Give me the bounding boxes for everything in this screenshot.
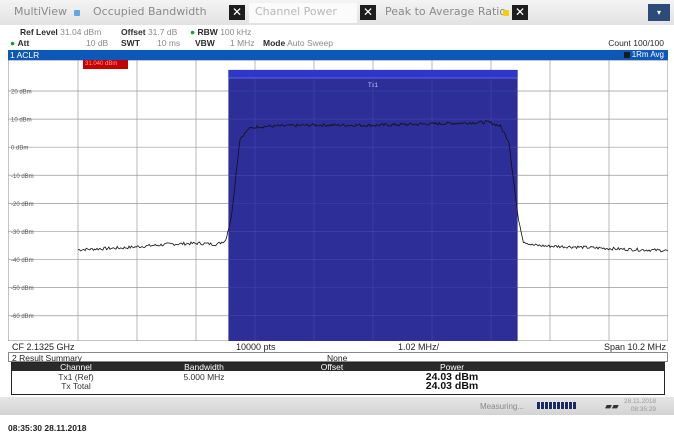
offset-label: Offset xyxy=(121,27,146,37)
sweep-count: Count 100/100 xyxy=(608,38,664,48)
result-summary-status: None xyxy=(327,353,348,363)
window-title-bar[interactable]: 1 ACLR 1Rm Avg xyxy=(8,50,668,60)
ref-level-marker[interactable]: 31.040 dBm xyxy=(83,60,128,69)
screenshot-timestamp: 08:35:30 28.11.2018 xyxy=(8,423,87,433)
y-tick-label: -10 dBm xyxy=(11,174,34,180)
att-label: Att xyxy=(17,38,30,48)
span: Span 10.2 MHz xyxy=(603,342,666,352)
result-summary-table: Channel Bandwidth Offset Power Tx1 (Ref)… xyxy=(11,362,665,395)
status-datetime: 28.11.2018 08:35:29 xyxy=(624,398,656,414)
y-tick-label: -30 dBm xyxy=(11,230,34,236)
trace-line xyxy=(77,120,668,253)
vbw-setting: VBW xyxy=(195,38,215,48)
status-date: 28.11.2018 xyxy=(624,398,657,405)
span-per-division: 1.02 MHz/ xyxy=(398,342,440,352)
trace xyxy=(77,120,668,253)
row-1-power: 24.03 dBm xyxy=(425,371,479,383)
y-tick-label: -20 dBm xyxy=(11,202,34,208)
trace-label: 1Rm Avg xyxy=(623,50,664,59)
mode-value: Auto Sweep xyxy=(287,38,333,48)
tab-channel-power-bg xyxy=(249,3,357,23)
tab-channel-power[interactable]: Channel Power xyxy=(255,5,337,18)
swt-setting: SWT xyxy=(121,38,140,48)
mode-setting: Mode Auto Sweep xyxy=(263,38,333,48)
rbw-value: 100 kHz xyxy=(220,27,252,37)
header-power: Power xyxy=(396,363,508,371)
status-bar: Measuring... ▰▰ 28.11.2018 08:35:29 xyxy=(0,397,674,415)
y-tick-label: -50 dBm xyxy=(11,286,34,292)
header-blank xyxy=(508,363,665,371)
att-dot-icon: ● xyxy=(10,38,16,48)
swt-label: SWT xyxy=(121,38,140,48)
close-channel-power-icon[interactable]: ✕ xyxy=(360,5,376,20)
y-tick-label: -40 dBm xyxy=(11,258,34,264)
multiview-indicator-icon xyxy=(74,10,80,16)
mode-label: Mode xyxy=(263,38,286,48)
offset-setting: Offset 31.7 dB xyxy=(121,27,177,37)
y-tick-label: 0 dBm xyxy=(11,146,28,152)
tx1-channel-label: Tx1 xyxy=(368,83,379,89)
tab-multiview[interactable]: MultiView xyxy=(14,5,67,18)
vbw-value: 1 MHz xyxy=(230,38,255,48)
header-bandwidth: Bandwidth xyxy=(140,363,268,371)
row-1-bandwidth: 5.000 MHz xyxy=(183,372,225,382)
row-1-channel: Tx1 (Ref) xyxy=(58,372,94,382)
row-2-channel: Tx Total xyxy=(61,381,91,391)
rbw-dot-icon: ● xyxy=(190,27,196,37)
vbw-label: VBW xyxy=(195,38,215,48)
y-tick-label: 20 dBm xyxy=(11,90,32,96)
y-tick-label: 10 dBm xyxy=(11,118,32,124)
ref-level-label: Ref Level xyxy=(20,27,58,37)
measuring-status: Measuring... xyxy=(480,402,525,411)
result-summary-bar[interactable]: 2 Result Summary None xyxy=(8,352,668,363)
result-summary-title: 2 Result Summary xyxy=(12,353,82,363)
menu-dropdown-icon[interactable]: ▾ xyxy=(648,4,670,21)
header-offset: Offset xyxy=(268,363,396,371)
trace-mode: 1Rm Avg xyxy=(631,50,664,59)
instrument-status-icon: ▰▰ xyxy=(605,401,619,411)
header-channel: Channel xyxy=(12,363,140,371)
row-2-power: 24.03 dBm xyxy=(425,380,479,392)
rbw-label: RBW xyxy=(197,27,218,37)
att-setting: ● Att xyxy=(10,38,29,48)
rbw-setting: ● RBW 100 kHz xyxy=(190,27,251,37)
trace-icon xyxy=(623,52,630,58)
close-occupied-bandwidth-icon[interactable]: ✕ xyxy=(229,5,245,20)
spectrum-plot[interactable]: Tx1 20 dBm 10 dBm 0 dBm -10 dBm -20 dBm -30 d… xyxy=(8,60,668,341)
tx1-channel-header xyxy=(228,69,518,78)
offset-value: 31.7 dB xyxy=(147,27,178,37)
tab-occupied-bandwidth[interactable]: Occupied Bandwidth xyxy=(93,5,207,18)
close-peak-to-average-icon[interactable]: ✕ xyxy=(512,5,528,20)
att-value: 10 dB xyxy=(86,38,109,48)
y-tick-label: -60 dBm xyxy=(11,314,34,320)
center-frequency: CF 2.1325 GHz xyxy=(12,342,75,352)
measure-progress-bar xyxy=(537,402,576,409)
tab-peak-to-average[interactable]: Peak to Average Ratio xyxy=(385,5,507,18)
swt-value: 10 ms xyxy=(157,38,181,48)
status-time: 08:35:29 xyxy=(630,406,657,413)
ref-level-setting: Ref Level 31.04 dBm xyxy=(20,27,101,37)
tab-bar: MultiView Occupied Bandwidth ✕ Channel P… xyxy=(0,0,674,25)
peak-average-indicator-icon xyxy=(503,10,509,16)
window-title: 1 ACLR xyxy=(10,50,40,60)
ref-level-value: 31.04 dBm xyxy=(60,27,102,37)
sweep-points: 10000 pts xyxy=(236,342,276,352)
y-axis-ticks: 20 dBm 10 dBm 0 dBm -10 dBm -20 dBm -30 dBm -4… xyxy=(11,90,34,321)
